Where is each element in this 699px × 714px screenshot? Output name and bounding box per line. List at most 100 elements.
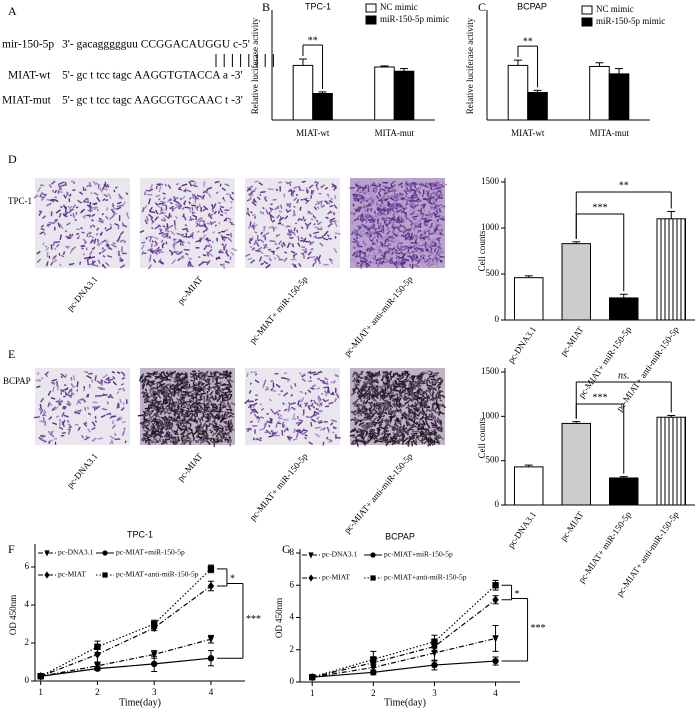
stained-cell (231, 233, 232, 238)
stained-cell (391, 395, 393, 396)
stained-cell (375, 389, 378, 390)
stained-cell (200, 403, 203, 404)
stained-cell (372, 188, 373, 191)
stained-cell (435, 249, 436, 253)
stained-cell (371, 208, 372, 210)
stained-cell (430, 263, 431, 265)
marker (431, 662, 437, 668)
stained-cell (401, 205, 402, 207)
stained-cell (202, 388, 203, 391)
stained-cell (353, 380, 356, 381)
stained-cell (148, 375, 150, 376)
stained-cell (188, 403, 189, 407)
stained-cell (391, 416, 395, 417)
stained-cell (325, 406, 329, 407)
stained-cell (176, 374, 178, 375)
stained-cell (404, 391, 405, 395)
stained-cell (218, 233, 220, 234)
stained-cell (334, 212, 335, 215)
stained-cell (82, 248, 84, 249)
stained-cell (36, 380, 40, 381)
stained-cell (407, 198, 409, 199)
stained-cell (34, 417, 40, 418)
stained-cell (393, 251, 395, 252)
stained-cell (255, 395, 258, 396)
stained-cell (264, 226, 265, 231)
stained-cell (311, 219, 314, 220)
stained-cell (59, 253, 60, 256)
stained-cell (393, 206, 394, 212)
stained-cell (376, 231, 381, 232)
stained-cell (148, 418, 149, 420)
stained-cell (329, 202, 330, 205)
stained-cell (191, 205, 196, 206)
legend-swatch (366, 16, 376, 24)
stained-cell (190, 235, 193, 236)
stained-cell (98, 438, 103, 439)
stained-cell (397, 411, 402, 412)
stained-cell (430, 253, 433, 254)
stained-cell (171, 408, 172, 410)
stained-cell (174, 392, 176, 393)
stained-cell (390, 417, 391, 422)
stained-cell (361, 214, 362, 219)
stained-cell (425, 183, 426, 186)
stained-cell (194, 377, 195, 380)
stained-cell (166, 384, 170, 385)
stained-cell (173, 419, 176, 420)
stained-cell (297, 230, 298, 233)
stained-cell (412, 418, 417, 419)
stained-cell (85, 372, 89, 373)
stained-cell (113, 420, 114, 424)
stained-cell (293, 214, 294, 216)
stained-cell (359, 246, 363, 247)
stained-cell (215, 225, 216, 227)
legend-swatch (366, 4, 376, 12)
cell-line-label: BCPAP (3, 376, 31, 386)
stained-cell (321, 393, 323, 394)
stained-cell (396, 386, 402, 387)
stained-cell (54, 382, 55, 385)
stained-cell (41, 194, 44, 195)
stained-cell (277, 423, 280, 424)
stained-cell (290, 203, 291, 208)
stained-cell (380, 223, 381, 228)
y-tick-label: 1000 (481, 222, 500, 232)
marker (208, 582, 214, 590)
series-line (41, 658, 211, 676)
stained-cell (246, 428, 250, 429)
stained-cell (248, 189, 251, 190)
stained-cell (161, 377, 165, 378)
stained-cell (392, 217, 395, 218)
stained-cell (265, 236, 266, 241)
stained-cell (180, 198, 181, 200)
stained-cell (390, 395, 391, 398)
marker (102, 550, 107, 555)
stained-cell (365, 186, 366, 189)
stained-cell (109, 248, 112, 249)
stained-cell (287, 428, 288, 430)
bar (515, 278, 544, 320)
stained-cell (124, 241, 125, 244)
stained-cell (440, 395, 441, 397)
stained-cell (311, 422, 312, 427)
y-tick-label: 500 (486, 268, 500, 278)
stained-cell (207, 378, 209, 379)
stained-cell (225, 411, 226, 413)
panel-label: A (8, 4, 17, 18)
stained-cell (162, 420, 163, 425)
stained-cell (48, 432, 50, 433)
stained-cell (252, 215, 256, 216)
stained-cell (304, 430, 308, 431)
stained-cell (365, 243, 366, 246)
sequence: 5'- gc t tcc tagc AAGCGTGCAAC t -3' (62, 95, 243, 107)
stained-cell (350, 259, 354, 260)
stained-cell (46, 375, 47, 377)
stained-cell (71, 377, 72, 380)
annotation: *** (531, 623, 546, 634)
marker (370, 656, 376, 662)
stained-cell (414, 223, 415, 225)
stained-cell (115, 433, 116, 436)
stained-cell (278, 235, 280, 236)
stained-cell (209, 423, 210, 426)
